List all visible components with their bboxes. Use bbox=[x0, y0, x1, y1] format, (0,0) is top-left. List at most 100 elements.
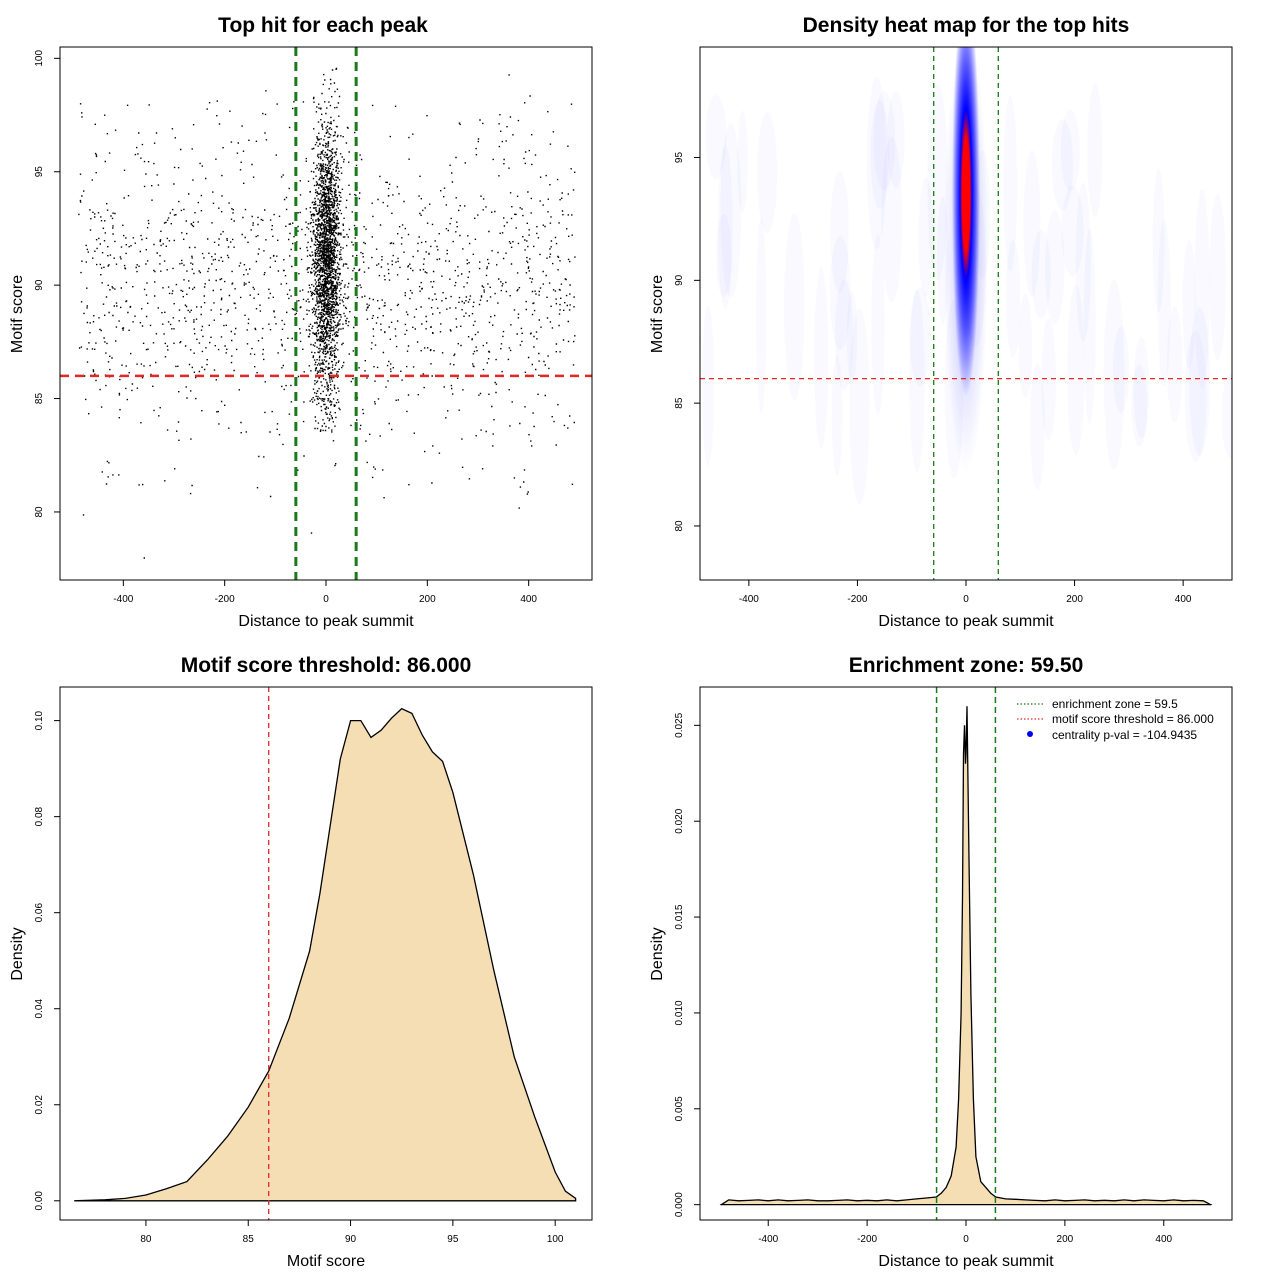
heatmap-background-blob bbox=[887, 91, 904, 188]
scatter-dot-cloud bbox=[78, 67, 576, 559]
y-tick-label: 95 bbox=[674, 152, 685, 164]
x-axis-label: Motif score bbox=[287, 1253, 365, 1270]
legend-threshold-label: motif score threshold = 86.000 bbox=[1052, 712, 1214, 726]
y-axis-label: Motif score bbox=[649, 275, 666, 353]
heatmap-background-blob bbox=[1222, 373, 1241, 459]
heatmap-background-blob bbox=[756, 218, 766, 414]
legend: enrichment zone = 59.5 motif score thres… bbox=[1017, 697, 1214, 742]
heatmap-background-blob bbox=[832, 356, 843, 476]
x-tick-label: 400 bbox=[520, 594, 537, 605]
y-axis-label: Density bbox=[9, 927, 26, 980]
heatmap-background-blob bbox=[757, 112, 777, 233]
x-tick-label: 0 bbox=[963, 594, 969, 605]
heatmap-background-blob bbox=[814, 267, 828, 449]
x-tick-label: -200 bbox=[215, 594, 235, 605]
y-tick-label: 0.015 bbox=[674, 904, 685, 929]
heatmap-background-blob bbox=[909, 289, 924, 472]
heatmap-background-blob bbox=[1087, 84, 1102, 217]
heatmap-background-blob bbox=[1209, 194, 1226, 360]
heatmap-background-blob bbox=[1131, 365, 1147, 447]
legend-centrality-label: centrality p-val = -104.9435 bbox=[1052, 728, 1197, 742]
y-tick-label: 0.02 bbox=[34, 1095, 45, 1115]
x-tick-label: 95 bbox=[447, 1234, 459, 1245]
heatmap-background-blob bbox=[1185, 331, 1207, 462]
x-tick-label: 400 bbox=[1155, 1234, 1172, 1245]
x-axis-label: Distance to peak summit bbox=[238, 613, 414, 630]
density-area bbox=[74, 707, 577, 1202]
axis-ticks: -400 -200 0 200 400 80 85 90 95 100 bbox=[34, 50, 537, 605]
legend-centrality-point bbox=[1027, 731, 1033, 737]
panel-distance-density: Enrichment zone: 59.50 -400 -200 0 200 400 0.… bbox=[649, 654, 1233, 1270]
legend-enrichment-zone-label: enrichment zone = 59.5 bbox=[1052, 697, 1178, 711]
heatmap-hotspot bbox=[952, 47, 980, 397]
heatmap-background-blob bbox=[871, 100, 890, 209]
heatmap-background-blob bbox=[716, 214, 731, 297]
axis-ticks: -400 -200 0 200 400 80 85 90 95 bbox=[674, 152, 1192, 605]
x-tick-label: 0 bbox=[963, 1234, 969, 1245]
x-tick-label: -200 bbox=[847, 594, 867, 605]
x-tick-label: -400 bbox=[739, 594, 759, 605]
y-tick-label: 0.08 bbox=[34, 806, 45, 826]
heatmap-background-blob bbox=[1167, 306, 1182, 423]
chart-title: Motif score threshold: 86.000 bbox=[181, 654, 472, 677]
heatmap-background-blob bbox=[871, 234, 884, 414]
x-tick-label: 100 bbox=[547, 1234, 564, 1245]
y-tick-label: 0.10 bbox=[34, 710, 45, 730]
heatmap-background-blob bbox=[784, 213, 804, 400]
panel-score-density: Motif score threshold: 86.000 80 85 90 95 10… bbox=[9, 654, 593, 1270]
y-tick-label: 80 bbox=[34, 506, 45, 518]
x-tick-label: 400 bbox=[1175, 594, 1192, 605]
y-tick-label: 0.010 bbox=[674, 1000, 685, 1025]
x-tick-label: 80 bbox=[140, 1234, 152, 1245]
scatter-points bbox=[78, 67, 576, 559]
y-tick-label: 100 bbox=[34, 50, 45, 67]
y-tick-label: 0.06 bbox=[34, 903, 45, 923]
x-tick-label: 200 bbox=[419, 594, 436, 605]
chart-title: Enrichment zone: 59.50 bbox=[849, 654, 1084, 677]
x-tick-label: 85 bbox=[243, 1234, 255, 1245]
y-tick-label: 90 bbox=[674, 274, 685, 286]
x-axis-label: Distance to peak summit bbox=[878, 1253, 1054, 1270]
heatmap-background-blob bbox=[1045, 210, 1064, 324]
y-tick-label: 0.04 bbox=[34, 999, 45, 1019]
heatmap-background-blob bbox=[1113, 327, 1129, 413]
chart-title: Density heat map for the top hits bbox=[803, 14, 1130, 37]
y-tick-label: 85 bbox=[34, 393, 45, 405]
panel-heatmap: Density heat map for the top hits -400 -2… bbox=[649, 14, 1241, 630]
heatmap-background-blob bbox=[847, 291, 857, 382]
heatmap-background-blob bbox=[1018, 294, 1032, 398]
chart-title: Top hit for each peak bbox=[218, 14, 428, 37]
y-tick-label: 0.00 bbox=[34, 1191, 45, 1211]
axis-ticks: 80 85 90 95 100 0.00 0.02 0.04 0.06 0.08 0.10 bbox=[34, 710, 564, 1245]
density-area bbox=[719, 706, 1213, 1206]
plot-frame bbox=[59, 686, 593, 1221]
x-tick-label: -200 bbox=[857, 1234, 877, 1245]
x-tick-label: 200 bbox=[1066, 594, 1083, 605]
heatmap-background-blob bbox=[1153, 169, 1165, 313]
x-tick-label: 200 bbox=[1057, 1234, 1074, 1245]
x-axis-label: Distance to peak summit bbox=[878, 613, 1054, 630]
heatmap-background-blob bbox=[702, 305, 714, 466]
y-axis-label: Motif score bbox=[9, 275, 26, 353]
y-tick-label: 95 bbox=[34, 166, 45, 178]
heatmap-density bbox=[702, 47, 1241, 490]
axis-ticks: -400 -200 0 200 400 0.000 0.005 0.010 0.015 0.020… bbox=[674, 712, 1173, 1245]
x-tick-label: 0 bbox=[323, 594, 329, 605]
y-tick-label: 80 bbox=[674, 520, 685, 532]
y-tick-label: 90 bbox=[34, 279, 45, 291]
panel-scatter: Top hit for each peak -400 -200 0 200 400 80 8… bbox=[9, 14, 593, 630]
y-tick-label: 85 bbox=[674, 397, 685, 409]
heatmap-background-blob bbox=[1061, 110, 1080, 191]
x-tick-label: -400 bbox=[758, 1234, 778, 1245]
y-tick-label: 0.020 bbox=[674, 808, 685, 833]
x-tick-label: -400 bbox=[113, 594, 133, 605]
x-tick-label: 90 bbox=[345, 1234, 357, 1245]
heatmap-background-blob bbox=[1030, 364, 1045, 490]
heatmap-background-blob bbox=[1006, 240, 1020, 358]
y-tick-label: 0.025 bbox=[674, 712, 685, 737]
y-tick-label: 0.005 bbox=[674, 1096, 685, 1121]
heatmap-background-blob bbox=[1076, 183, 1091, 343]
y-tick-label: 0.000 bbox=[674, 1192, 685, 1217]
y-axis-label: Density bbox=[649, 927, 666, 980]
